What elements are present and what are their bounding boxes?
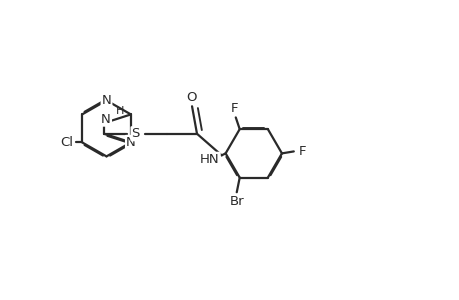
- Text: Cl: Cl: [60, 136, 73, 149]
- Text: F: F: [230, 102, 238, 115]
- Text: N: N: [101, 94, 111, 107]
- Text: H: H: [116, 106, 124, 116]
- Text: F: F: [298, 145, 306, 158]
- Text: Br: Br: [229, 195, 244, 208]
- Text: S: S: [131, 127, 140, 140]
- Text: N: N: [126, 136, 135, 149]
- Text: O: O: [185, 91, 196, 104]
- Text: HN: HN: [200, 153, 219, 166]
- Text: N: N: [101, 112, 111, 126]
